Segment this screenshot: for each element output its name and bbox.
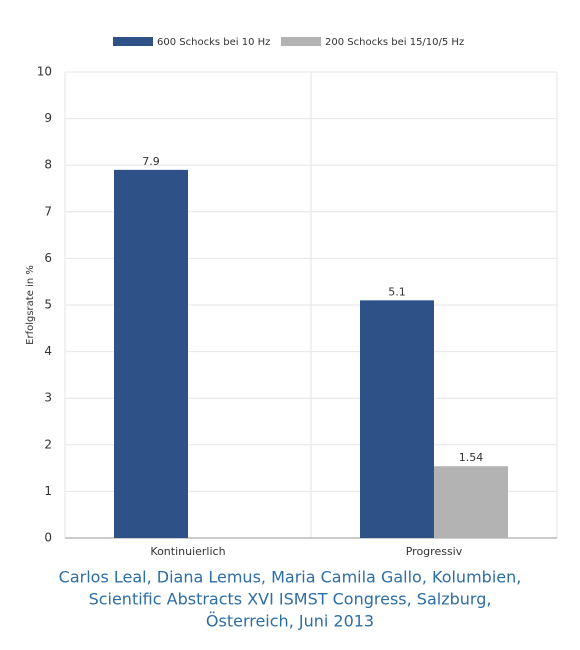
y-tick-label: 10 xyxy=(37,65,52,79)
legend-label: 200 Schocks bei 15/10/5 Hz xyxy=(325,37,464,48)
y-tick-label: 3 xyxy=(44,391,52,405)
value-label: 7.9 xyxy=(142,155,160,168)
y-tick-label: 0 xyxy=(44,531,52,545)
x-tick-label: Progressiv xyxy=(406,545,463,558)
bar xyxy=(114,169,188,539)
x-tick-label: Kontinuierlich xyxy=(150,545,225,558)
y-tick-label: 7 xyxy=(44,204,52,218)
y-tick-label: 1 xyxy=(44,484,52,498)
legend-swatch xyxy=(113,37,153,46)
y-tick-label: 2 xyxy=(44,437,52,451)
y-tick-label: 6 xyxy=(44,251,52,265)
y-tick-label: 5 xyxy=(44,298,52,312)
y-tick-label: 4 xyxy=(44,344,52,358)
y-tick-label: 9 xyxy=(44,111,52,125)
value-label: 1.54 xyxy=(459,451,484,464)
caption-line: Österreich, Juni 2013 xyxy=(206,612,374,631)
bar xyxy=(434,466,508,538)
y-axis-label: Erfolgsrate in % xyxy=(25,265,36,345)
caption-line: Carlos Leal, Diana Lemus, Maria Camila G… xyxy=(59,568,522,587)
y-tick-label: 8 xyxy=(44,158,52,172)
caption-line: Scientific Abstracts XVI ISMST Congress,… xyxy=(89,590,492,609)
value-label: 5.1 xyxy=(388,285,406,298)
legend-label: 600 Schocks bei 10 Hz xyxy=(157,37,270,48)
legend-swatch xyxy=(281,37,321,46)
bar xyxy=(360,300,434,538)
